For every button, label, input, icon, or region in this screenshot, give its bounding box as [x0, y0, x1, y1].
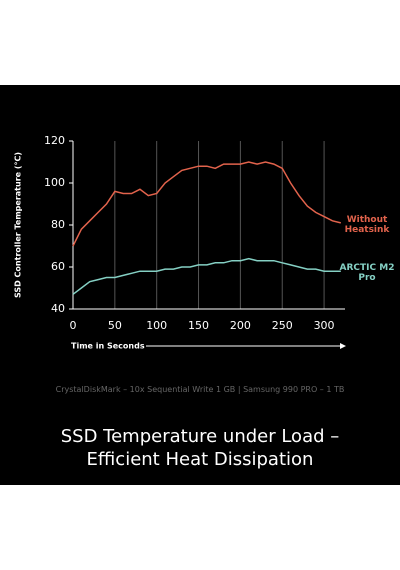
x-tick-label: 300 [314, 319, 335, 332]
y-tick-label: 100 [44, 176, 65, 189]
series-line [72, 161, 341, 247]
y-tick-label: 80 [51, 218, 65, 231]
x-axis-label: Time in Seconds [71, 342, 145, 351]
chart: SSD Controller Temperature (°C) Time in … [14, 134, 346, 351]
legend-label: ARCTIC M2 Pro [339, 263, 395, 284]
x-tick-label: 250 [272, 319, 293, 332]
x-tick-label: 200 [230, 319, 251, 332]
x-tick-label: 50 [108, 319, 122, 332]
y-tick-label: 120 [44, 134, 65, 147]
series-line [72, 257, 341, 295]
y-axis-label: SSD Controller Temperature (°C) [14, 152, 23, 298]
y-tick-label: 60 [51, 260, 65, 273]
legend-label: Without Heatsink [344, 214, 390, 235]
x-tick-label: 150 [188, 319, 209, 332]
x-tick-label: 0 [70, 319, 77, 332]
title: SSD Temperature under Load – Efficient H… [60, 426, 340, 470]
x-arrow-head [340, 343, 346, 349]
chart-panel: SSD Controller Temperature (°C) Time in … [0, 85, 400, 485]
y-tick-label: 40 [51, 302, 65, 315]
footnote: CrystalDiskMark – 10x Sequential Write 1… [55, 385, 345, 394]
x-tick-label: 100 [146, 319, 167, 332]
